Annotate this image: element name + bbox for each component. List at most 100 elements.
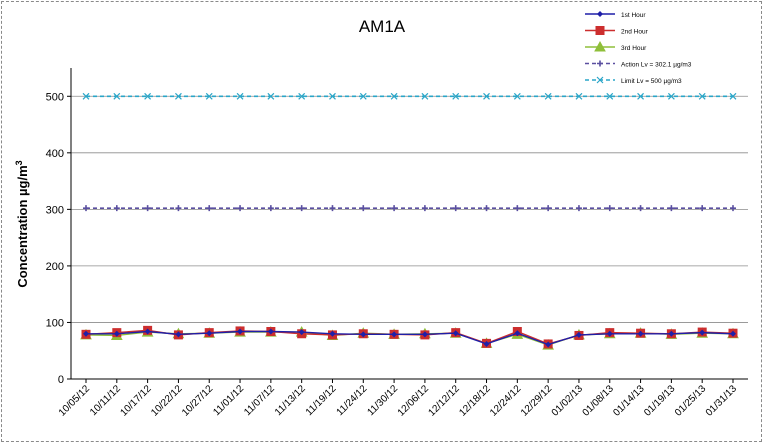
- x-tick-label: 12/12/12: [427, 383, 463, 419]
- legend-label-2nd-hour: 2nd Hour: [621, 29, 649, 36]
- data-point-limit-lv-500-g-m3: [698, 92, 706, 100]
- data-point-limit-lv-500-g-m3: [113, 92, 121, 100]
- y-axis-label-text: Concentration µg/m: [15, 165, 30, 287]
- data-point-action-lv-302-1-g-m3: [237, 205, 244, 212]
- data-point-action-lv-302-1-g-m3: [144, 205, 151, 212]
- y-axis-label: Concentration µg/m3: [14, 160, 30, 287]
- x-tick-label: 10/22/12: [149, 383, 185, 419]
- data-point-1st-hour: [144, 328, 151, 335]
- data-point-1st-hour: [668, 330, 675, 337]
- data-point-1st-hour: [483, 340, 490, 347]
- data-point-action-lv-302-1-g-m3: [298, 205, 305, 212]
- x-tick-label: 10/11/12: [88, 383, 123, 418]
- x-tick-label: 01/31/13: [704, 383, 740, 419]
- x-tick-label: 11/30/12: [365, 383, 400, 418]
- legend-marker-3rd-hour: [594, 40, 606, 52]
- data-point-1st-hour: [175, 331, 182, 338]
- legend-label-action-lv-302-1-g-m3: Action Lv = 302.1 µg/m3: [621, 62, 692, 69]
- legend-marker-action-lv-302-1-g-m3: [597, 60, 603, 67]
- x-tick-label: 12/24/12: [488, 383, 524, 419]
- legend-label-3rd-hour: 3rd Hour: [621, 45, 647, 52]
- data-point-action-lv-302-1-g-m3: [175, 205, 182, 212]
- data-point-limit-lv-500-g-m3: [513, 92, 521, 100]
- data-point-1st-hour: [514, 330, 521, 337]
- y-tick-label: 100: [46, 317, 64, 329]
- x-tick-label: 11/24/12: [335, 383, 370, 418]
- data-point-action-lv-302-1-g-m3: [206, 205, 213, 212]
- data-point-limit-lv-500-g-m3: [729, 92, 737, 100]
- data-point-limit-lv-500-g-m3: [575, 92, 583, 100]
- data-point-action-lv-302-1-g-m3: [699, 205, 706, 212]
- data-point-limit-lv-500-g-m3: [359, 92, 367, 100]
- data-point-1st-hour: [545, 341, 552, 348]
- data-point-limit-lv-500-g-m3: [544, 92, 552, 100]
- x-tick-label: 11/01/12: [211, 383, 246, 418]
- data-point-1st-hour: [730, 330, 736, 337]
- y-tick-label: 500: [46, 91, 64, 103]
- data-point-action-lv-302-1-g-m3: [483, 205, 490, 212]
- data-point-limit-lv-500-g-m3: [205, 92, 213, 100]
- data-point-1st-hour: [575, 331, 582, 338]
- data-point-1st-hour: [637, 330, 644, 337]
- legend-label-1st-hour: 1st Hour: [621, 12, 646, 19]
- data-point-limit-lv-500-g-m3: [637, 92, 644, 100]
- data-point-action-lv-302-1-g-m3: [329, 205, 336, 212]
- data-point-limit-lv-500-g-m3: [82, 92, 90, 100]
- data-point-limit-lv-500-g-m3: [483, 92, 490, 100]
- data-point-action-lv-302-1-g-m3: [391, 205, 398, 212]
- y-axis-label-superscript: 3: [14, 160, 24, 165]
- data-point-limit-lv-500-g-m3: [390, 92, 398, 100]
- data-point-1st-hour: [298, 329, 305, 336]
- x-tick-label: 11/13/12: [273, 383, 308, 418]
- x-tick-label: 10/05/12: [57, 383, 93, 419]
- x-tick-label: 11/19/12: [304, 383, 339, 418]
- data-point-1st-hour: [83, 330, 89, 337]
- x-tick-label: 11/07/12: [242, 383, 277, 418]
- data-point-action-lv-302-1-g-m3: [668, 205, 675, 212]
- data-point-1st-hour: [206, 330, 213, 337]
- data-point-1st-hour: [421, 331, 428, 338]
- data-point-action-lv-302-1-g-m3: [637, 205, 644, 212]
- data-point-limit-lv-500-g-m3: [667, 92, 675, 100]
- data-point-action-lv-302-1-g-m3: [730, 205, 736, 212]
- data-point-limit-lv-500-g-m3: [421, 92, 429, 100]
- data-point-action-lv-302-1-g-m3: [421, 205, 428, 212]
- data-point-action-lv-302-1-g-m3: [545, 205, 552, 212]
- data-point-1st-hour: [606, 330, 613, 337]
- data-point-limit-lv-500-g-m3: [452, 92, 460, 100]
- x-tick-label: 12/06/12: [396, 383, 432, 419]
- data-point-action-lv-302-1-g-m3: [606, 205, 613, 212]
- data-point-limit-lv-500-g-m3: [175, 92, 182, 100]
- y-tick-label: 300: [46, 204, 64, 216]
- x-tick-label: 12/18/12: [457, 383, 493, 419]
- x-tick-label: 01/02/13: [550, 383, 586, 419]
- data-point-action-lv-302-1-g-m3: [113, 205, 120, 212]
- legend-label-limit-lv-500-g-m3: Limit Lv = 500 µg/m3: [621, 78, 682, 85]
- data-point-action-lv-302-1-g-m3: [452, 205, 459, 212]
- x-tick-label: 01/14/13: [611, 383, 647, 419]
- x-tick-label: 10/17/12: [118, 383, 154, 419]
- data-point-1st-hour: [452, 330, 459, 337]
- data-point-1st-hour: [113, 330, 120, 337]
- data-point-limit-lv-500-g-m3: [298, 92, 306, 100]
- x-tick-label: 01/25/13: [673, 383, 709, 419]
- data-point-action-lv-302-1-g-m3: [83, 205, 89, 212]
- x-tick-label: 01/19/13: [642, 383, 678, 419]
- data-point-action-lv-302-1-g-m3: [267, 205, 274, 212]
- data-point-limit-lv-500-g-m3: [267, 92, 275, 100]
- data-point-action-lv-302-1-g-m3: [514, 205, 521, 212]
- data-point-1st-hour: [391, 331, 398, 338]
- chart-title: AM1A: [359, 17, 406, 36]
- x-tick-label: 01/08/13: [581, 383, 617, 419]
- data-point-1st-hour: [237, 328, 244, 335]
- data-point-1st-hour: [329, 330, 336, 337]
- y-tick-label: 0: [58, 374, 64, 386]
- data-point-1st-hour: [267, 328, 274, 335]
- legend-marker-1st-hour: [597, 11, 603, 17]
- data-point-limit-lv-500-g-m3: [606, 92, 614, 100]
- data-point-limit-lv-500-g-m3: [329, 92, 336, 100]
- y-tick-label: 200: [46, 261, 64, 273]
- data-point-1st-hour: [699, 329, 706, 336]
